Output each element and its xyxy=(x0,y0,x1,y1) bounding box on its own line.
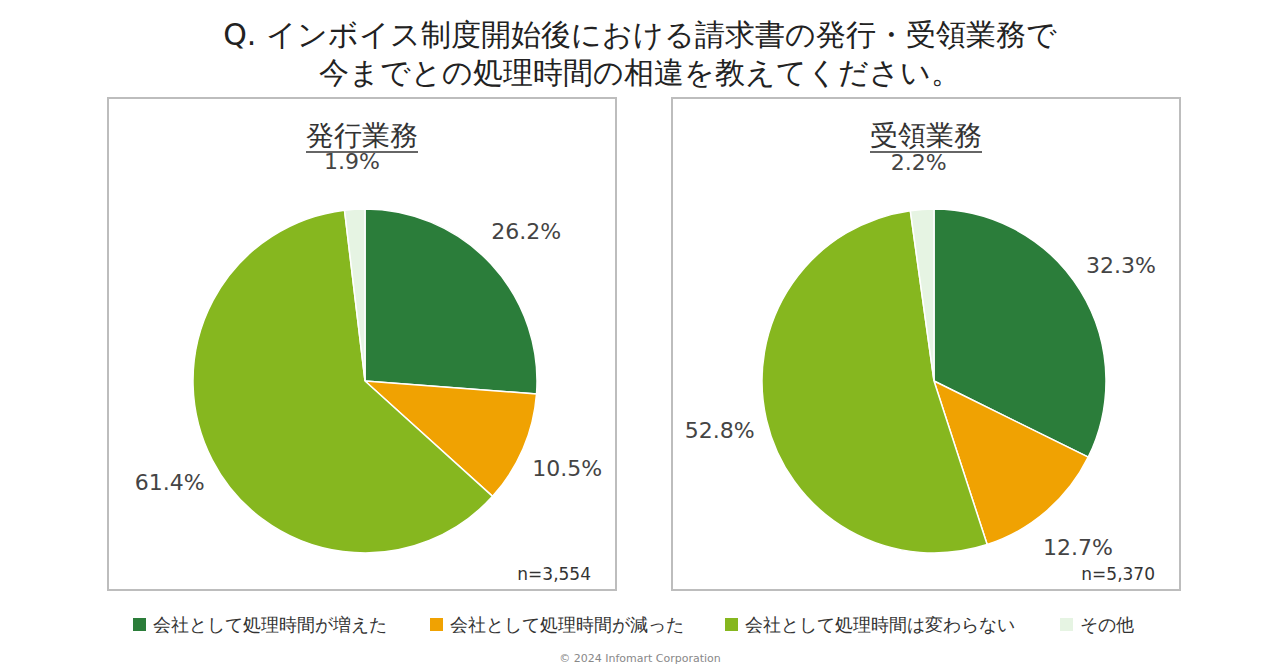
sample-size: n=3,554 xyxy=(517,564,591,584)
slices xyxy=(193,209,537,553)
data-label: 61.4% xyxy=(135,470,205,495)
legend-swatch xyxy=(1060,618,1073,631)
data-label: 12.7% xyxy=(1043,535,1113,560)
slices xyxy=(762,209,1106,553)
data-label: 26.2% xyxy=(491,219,561,244)
copyright: © 2024 Infomart Corporation xyxy=(559,652,721,665)
data-label: 32.3% xyxy=(1086,253,1156,278)
main-title: Q. インボイス制度開始後における請求書の発行・受領業務で xyxy=(223,17,1057,52)
legend-swatch xyxy=(133,618,146,631)
legend-label: 会社として処理時間が増えた xyxy=(153,614,387,635)
panel-frame xyxy=(672,98,1180,590)
pie-slice xyxy=(762,211,987,553)
sample-size: n=5,370 xyxy=(1081,564,1155,584)
data-label: 52.8% xyxy=(685,418,755,443)
data-label: 2.2% xyxy=(891,150,947,175)
legend-swatch xyxy=(725,618,738,631)
legend-label: その他 xyxy=(1080,614,1134,635)
legend-label: 会社として処理時間が減った xyxy=(450,614,684,635)
chart-title: 受領業務 xyxy=(870,119,982,152)
data-label: 1.9% xyxy=(324,149,380,174)
chart-title: 発行業務 xyxy=(306,119,418,152)
pie-slice xyxy=(910,209,934,381)
panel-frame xyxy=(108,98,616,590)
pie-panel: 受領業務 32.3% 12.7% 52.8% 2.2% n=5,370 xyxy=(672,98,1180,590)
background xyxy=(0,0,1280,670)
pie-slice xyxy=(193,210,493,553)
chart-page: Q. インボイス制度開始後における請求書の発行・受領業務で今までとの処理時間の相… xyxy=(0,0,1280,670)
main-title: 今までとの処理時間の相違を教えてください。 xyxy=(319,55,961,90)
pie-slice xyxy=(345,209,365,381)
pie-panel: 発行業務 26.2% 10.5% 61.4% 1.9% n=3,554 xyxy=(108,98,616,590)
legend-label: 会社として処理時間は変わらない xyxy=(745,614,1015,635)
data-label: 10.5% xyxy=(532,456,602,481)
legend: 会社として処理時間が増えた 会社として処理時間が減った 会社として処理時間は変わらな… xyxy=(133,614,1134,635)
legend-swatch xyxy=(430,618,443,631)
